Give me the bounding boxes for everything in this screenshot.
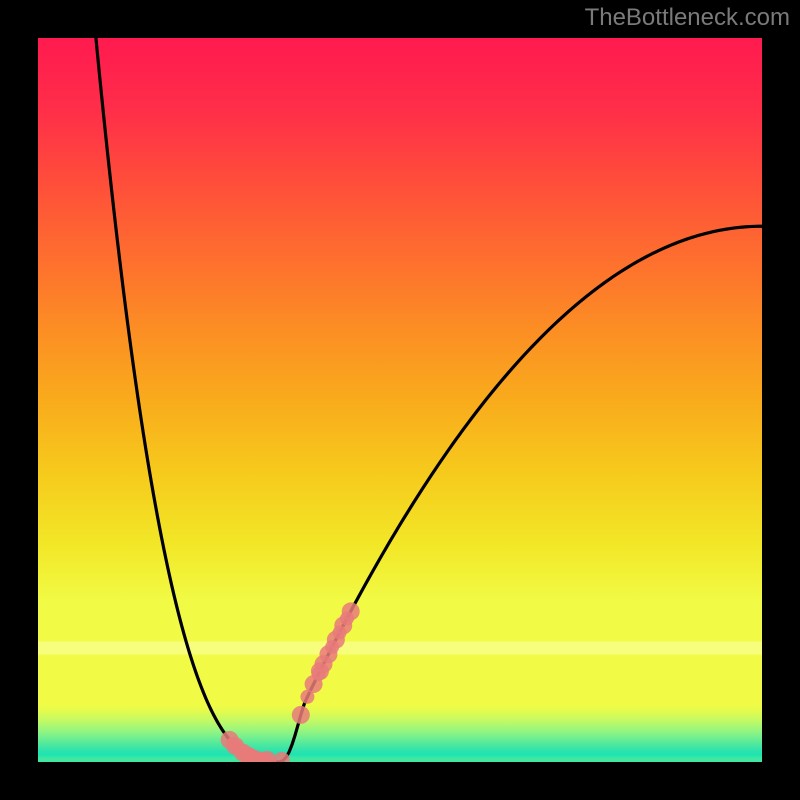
salmon-dot bbox=[311, 662, 329, 680]
salmon-dot bbox=[292, 706, 310, 724]
chart-svg bbox=[0, 0, 800, 800]
salmon-dot bbox=[342, 602, 360, 620]
watermark-label: TheBottleneck.com bbox=[585, 4, 790, 32]
plot-background bbox=[38, 38, 762, 762]
chart-container: TheBottleneck.com bbox=[0, 0, 800, 800]
